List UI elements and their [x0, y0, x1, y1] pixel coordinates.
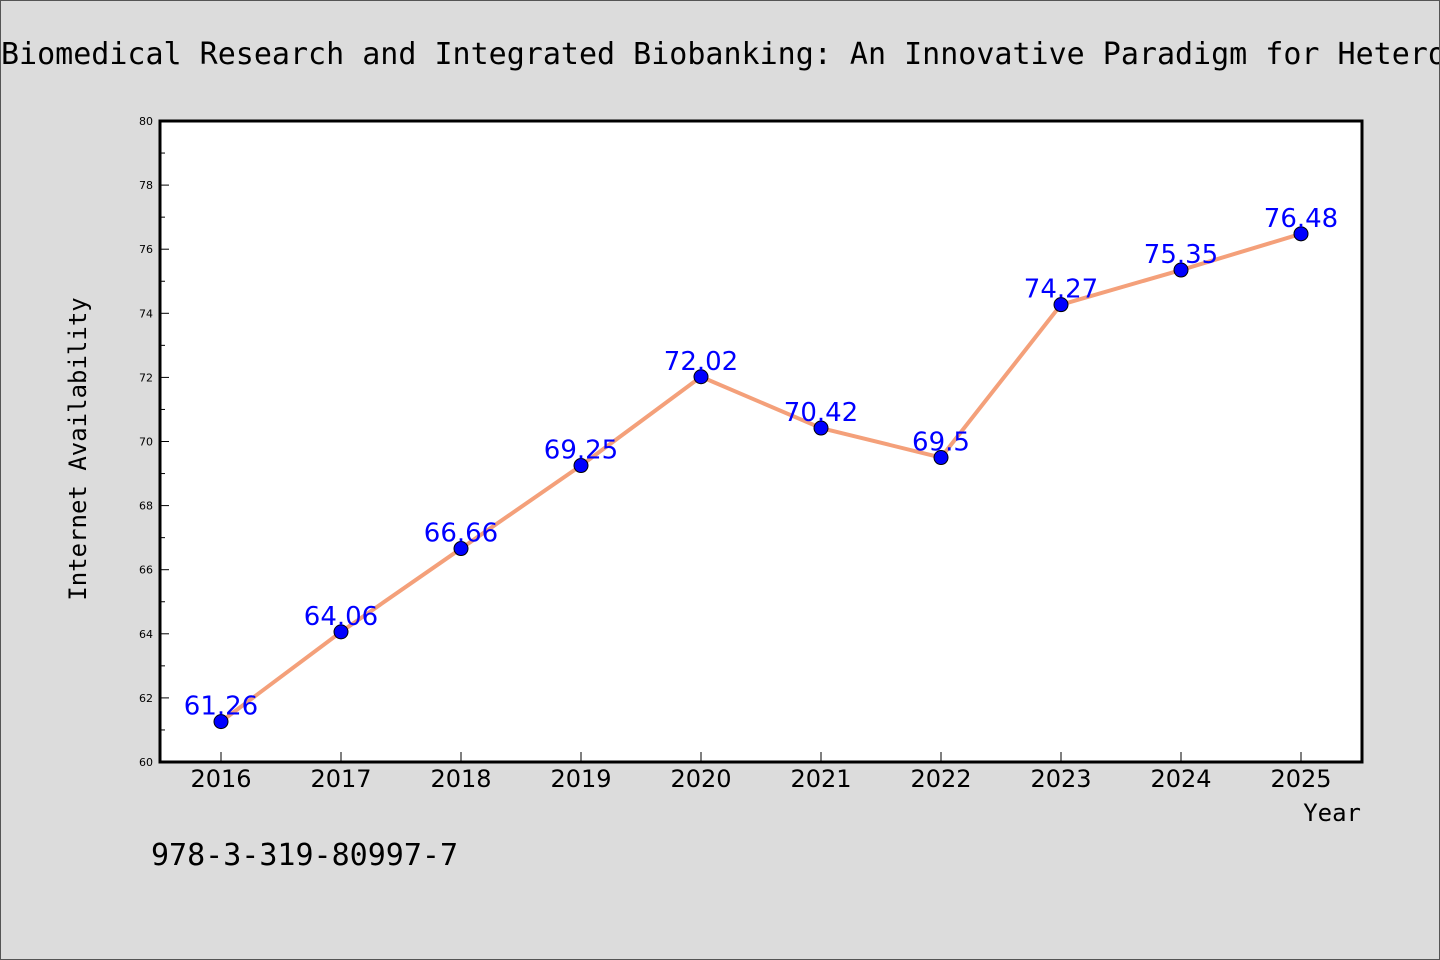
x-tick-label: 2024 — [1150, 765, 1211, 793]
x-tick-label: 2025 — [1270, 765, 1331, 793]
y-tick-label: 66 — [139, 564, 153, 577]
data-point — [693, 369, 709, 385]
x-tick-label: 2017 — [310, 765, 371, 793]
data-point — [213, 714, 229, 730]
data-point — [1293, 226, 1309, 242]
data-label: 66.66 — [424, 519, 498, 549]
x-axis-ticks: 2016 2017 2018 2019 2020 2021 2022 2023 2024 2025 — [190, 752, 1332, 793]
x-tick-label: 2023 — [1030, 765, 1091, 793]
series-line — [219, 231, 1302, 724]
y-tick-label: 64 — [139, 628, 153, 641]
data-series: 61.26 64.06 66.66 69.25 72.02 70.42 69.5 74.27 7… — [184, 204, 1338, 730]
data-label: 69.5 — [912, 428, 970, 458]
data-label: 76.48 — [1264, 204, 1338, 234]
y-axis-ticks: 60 62 64 66 68 70 72 74 76 78 80 — [139, 115, 169, 769]
data-point — [1173, 262, 1189, 278]
x-tick-label: 2018 — [430, 765, 491, 793]
data-point — [453, 541, 469, 557]
x-tick-label: 2019 — [550, 765, 611, 793]
y-tick-label: 72 — [139, 371, 153, 384]
chart-title: Biomedical Research and Integrated Bioba… — [1, 37, 1440, 72]
data-markers — [213, 226, 1309, 730]
data-label: 75.35 — [1144, 240, 1218, 270]
y-tick-label: 60 — [139, 756, 153, 769]
data-point — [333, 624, 349, 640]
y-tick-label: 80 — [139, 115, 153, 128]
x-tick-label: 2016 — [190, 765, 251, 793]
x-axis-label: Year — [1303, 799, 1361, 827]
isbn-annotation: 978-3-319-80997-7 — [151, 838, 458, 873]
data-labels: 61.26 64.06 66.66 69.25 72.02 70.42 69.5 74.27 7… — [184, 204, 1338, 722]
data-label: 74.27 — [1024, 275, 1098, 305]
x-tick-label: 2021 — [790, 765, 851, 793]
data-point — [573, 458, 589, 474]
data-label: 72.02 — [664, 347, 738, 377]
x-tick-label: 2022 — [910, 765, 971, 793]
plot-area — [158, 119, 1364, 764]
y-tick-label: 68 — [139, 500, 153, 513]
y-tick-label: 70 — [139, 436, 153, 449]
y-tick-label: 62 — [139, 692, 153, 705]
y-tick-label: 74 — [139, 307, 153, 320]
y-tick-label: 78 — [139, 179, 153, 192]
data-label: 61.26 — [184, 692, 258, 722]
data-label: 70.42 — [784, 398, 858, 428]
x-tick-label: 2020 — [670, 765, 731, 793]
y-axis-label: Internet Availability — [64, 297, 92, 600]
data-point — [813, 420, 829, 436]
data-point — [933, 450, 949, 466]
data-point — [1053, 297, 1069, 313]
y-tick-label: 76 — [139, 243, 153, 256]
data-label: 69.25 — [544, 436, 618, 466]
data-label: 64.06 — [304, 602, 378, 632]
